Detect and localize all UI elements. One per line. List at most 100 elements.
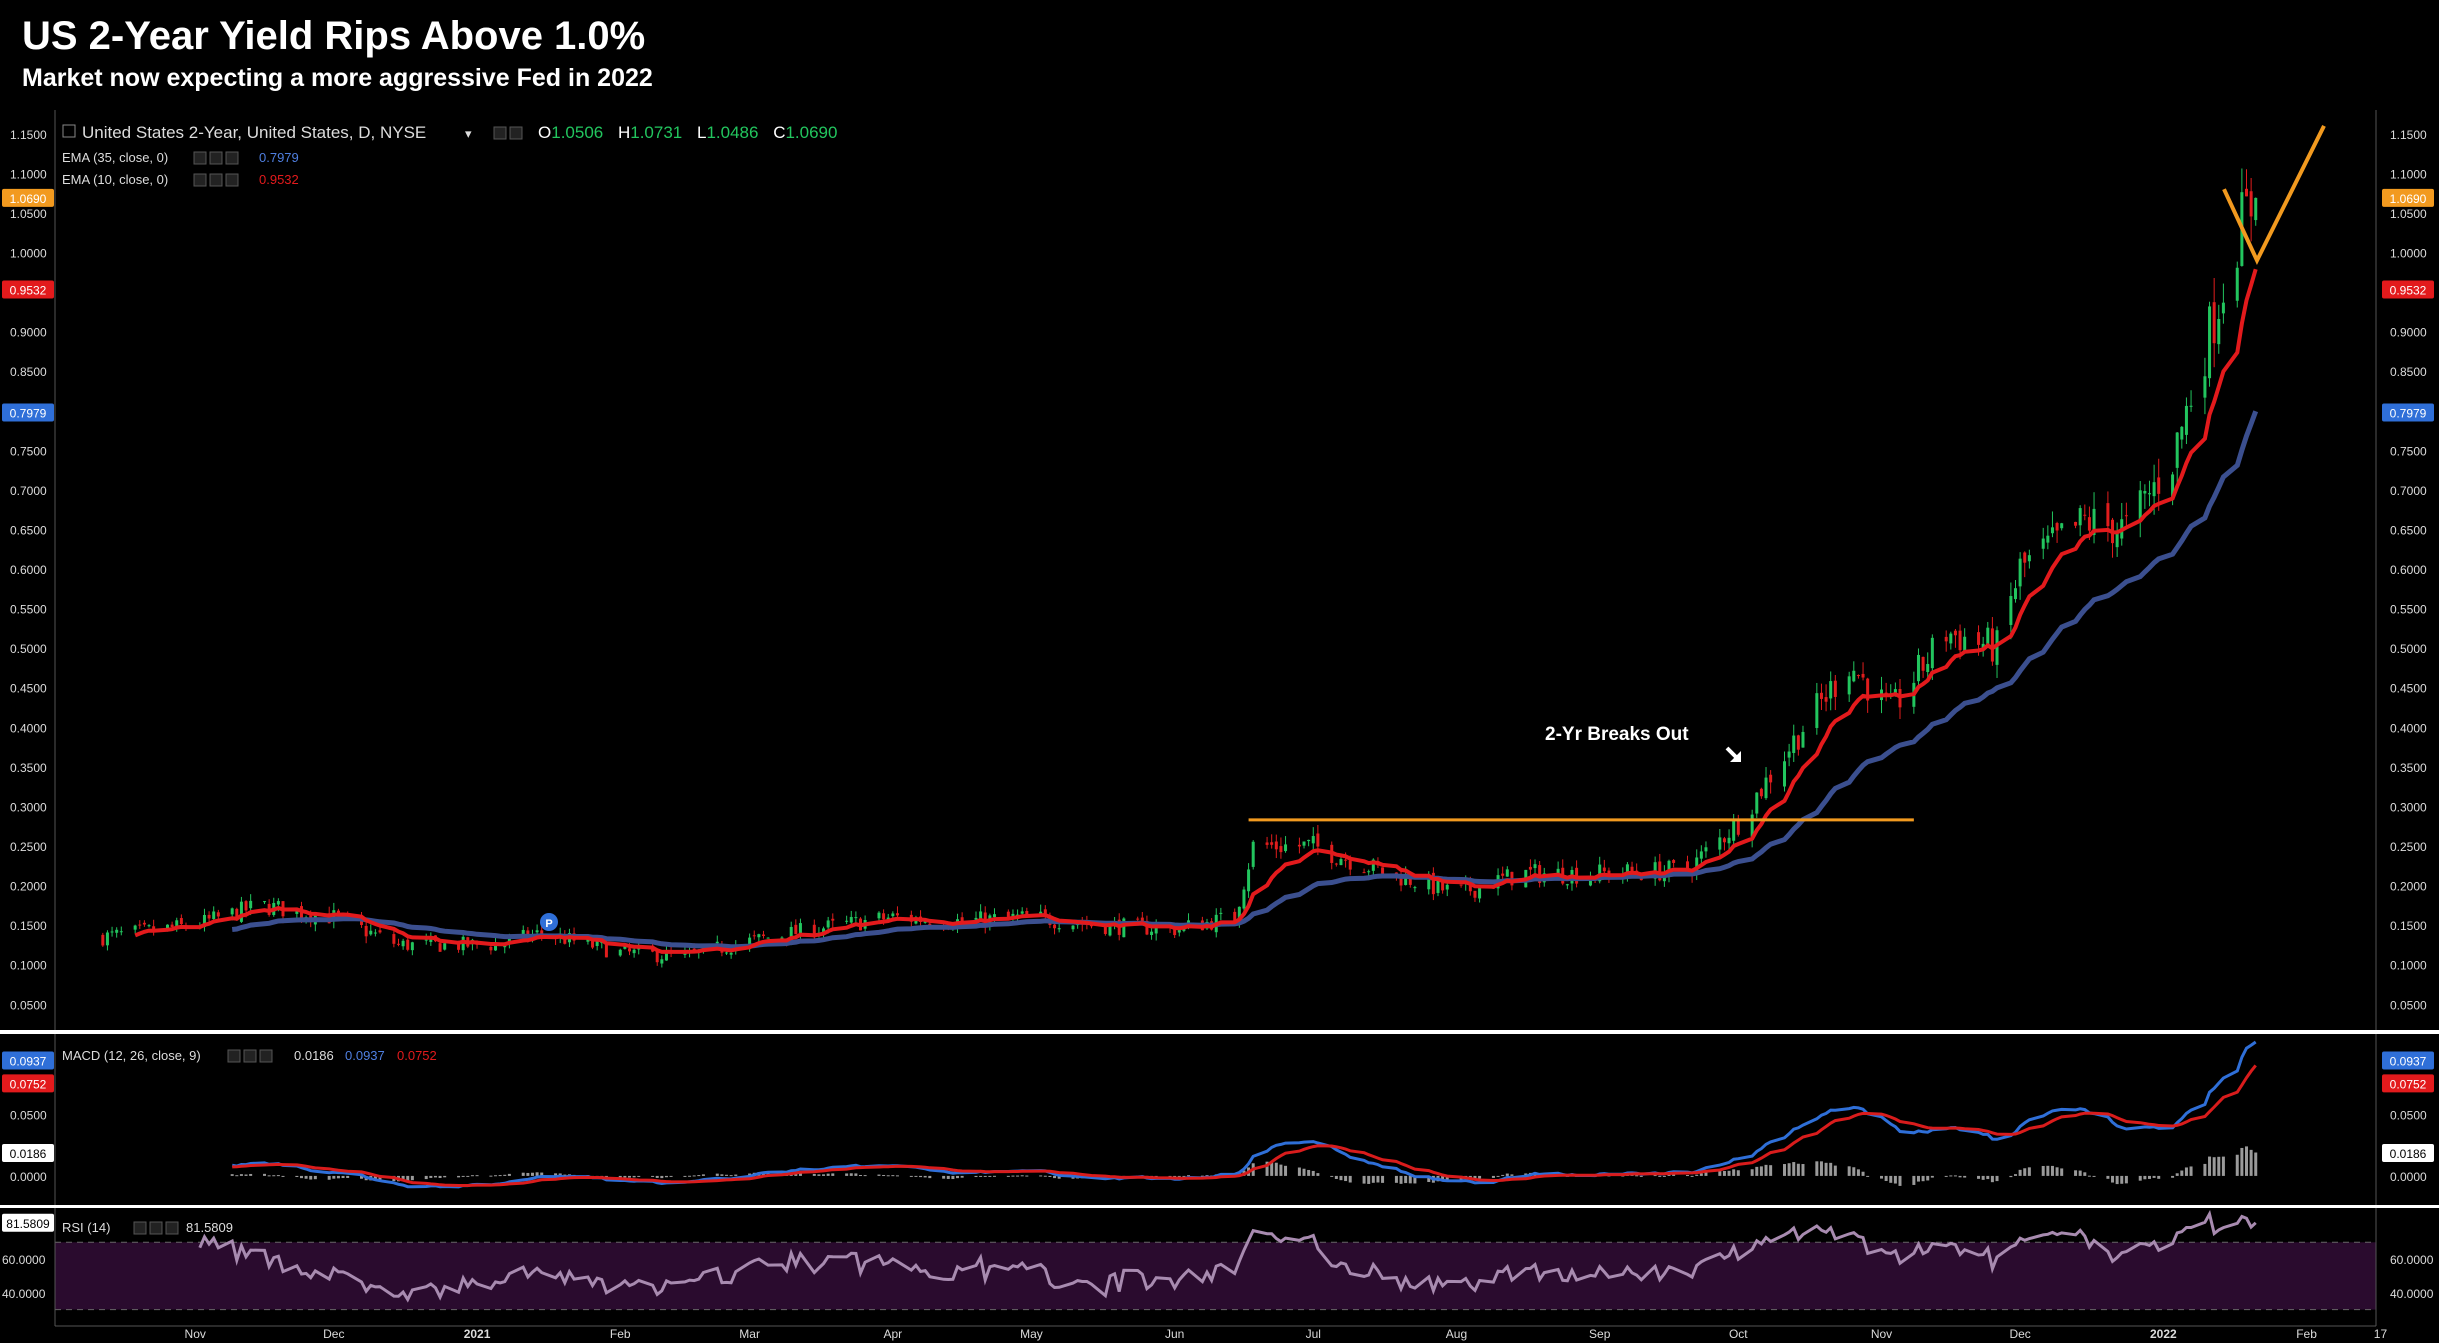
candle-body — [1459, 884, 1463, 886]
candle-body — [1154, 925, 1158, 934]
time-tick-label: Dec — [2009, 1327, 2030, 1341]
macd-hist-bar — [1704, 1172, 1708, 1176]
macd-hist-bar — [1958, 1175, 1962, 1178]
price-badge — [2, 403, 54, 422]
p-marker-icon[interactable]: P — [540, 913, 558, 931]
price-badge-label: 1.0690 — [10, 192, 47, 206]
macd-hist-bar — [2083, 1172, 2087, 1176]
candle-body — [1588, 877, 1592, 886]
macd-hist-bar — [1177, 1175, 1181, 1177]
candle-body — [812, 924, 816, 938]
candle-body — [960, 917, 964, 922]
price-tick-label-right: 0.2000 — [2390, 880, 2427, 894]
macd-hist-bar — [401, 1175, 405, 1181]
macd-hist-bar — [1316, 1173, 1320, 1176]
macd-hist-bar — [715, 1173, 719, 1176]
time-tick-label: 2021 — [464, 1327, 491, 1341]
candle-body — [216, 912, 220, 917]
candle-body — [392, 934, 396, 944]
ema10-buttons-icon[interactable] — [193, 173, 239, 187]
candle-body — [1759, 788, 1763, 797]
macd-hist-bar — [406, 1175, 410, 1182]
macd-hist-bar — [378, 1175, 382, 1181]
macd-hist-bar — [299, 1175, 303, 1179]
candle-body — [1727, 837, 1731, 844]
time-tick-label: Oct — [1729, 1327, 1748, 1341]
candle-body — [2092, 508, 2096, 535]
candle-body — [1316, 833, 1320, 847]
legend-buttons-icon[interactable] — [493, 126, 523, 140]
macd-hist-bar — [1053, 1175, 1057, 1179]
candle-body — [1819, 692, 1823, 699]
macd-hist-bar — [267, 1175, 271, 1177]
candle-body — [2055, 523, 2059, 531]
macd-hist-bar — [974, 1175, 978, 1178]
candle-body — [1473, 890, 1477, 898]
ema35-buttons-icon[interactable] — [193, 151, 239, 165]
price-tick-label-left: 0.3500 — [10, 761, 47, 775]
candle-body — [1371, 859, 1375, 871]
price-badge — [2, 1144, 54, 1163]
candle-body — [849, 916, 853, 923]
price-badge-label: 0.0937 — [2390, 1055, 2427, 1069]
dropdown-icon[interactable]: ▾ — [465, 126, 472, 141]
candle-body — [1916, 654, 1920, 682]
candle-body — [1381, 867, 1385, 874]
candle-body — [1787, 751, 1791, 758]
price-badge — [2382, 1051, 2434, 1070]
macd-hist-bar — [2245, 1146, 2248, 1176]
macd-hist-bar — [1792, 1162, 1796, 1176]
macd-pane — [230, 1040, 2258, 1189]
macd-hist-bar — [1667, 1174, 1671, 1176]
macd-hist-bar — [346, 1175, 350, 1178]
candle-body — [1921, 656, 1925, 671]
candle-body — [1953, 630, 1957, 636]
rsi-tick-label: 40.0000 — [2390, 1287, 2434, 1301]
macd-hist-bar — [1043, 1175, 1047, 1177]
macd-hist-bar — [327, 1175, 331, 1180]
candle-body — [660, 959, 664, 964]
projection-v-shape — [2222, 125, 2326, 266]
macd-hist-bar — [1413, 1175, 1417, 1184]
macd-hist-bar — [1916, 1175, 1920, 1182]
ema35-label: EMA (35, close, 0) — [62, 150, 168, 165]
candle-body — [729, 952, 733, 955]
candle-body — [1815, 693, 1819, 728]
macd-hist-value: 0.0186 — [294, 1048, 334, 1063]
macd-hist-bar — [2115, 1175, 2119, 1185]
candle-body — [2106, 503, 2110, 527]
macd-hist-bar — [1750, 1169, 1754, 1176]
candle-body — [410, 942, 414, 951]
macd-hist-bar — [1302, 1168, 1306, 1176]
macd-buttons-icon[interactable] — [227, 1049, 273, 1063]
macd-hist-bar — [336, 1175, 340, 1179]
macd-hist-bar — [521, 1172, 525, 1176]
candle-body — [1039, 911, 1043, 915]
price-badge-label: 0.0937 — [10, 1055, 47, 1069]
main-legend: United States 2-Year, United States, D, … — [62, 123, 837, 187]
candle-body — [230, 908, 234, 915]
candle-body — [895, 913, 899, 916]
time-tick-label: Nov — [1871, 1327, 1892, 1341]
candle-body — [2087, 517, 2091, 531]
macd-hist-bar — [1722, 1170, 1726, 1176]
macd-hist-bar — [457, 1175, 461, 1178]
macd-hist-bar — [2050, 1165, 2054, 1176]
time-tick-label: Jun — [1165, 1327, 1184, 1341]
macd-hist-bar — [2106, 1175, 2110, 1179]
macd-hist-bar — [1408, 1175, 1412, 1184]
price-badge-label: 1.0690 — [2390, 192, 2427, 206]
macd-hist-bar — [1367, 1175, 1371, 1184]
macd-hist-bar — [831, 1173, 835, 1176]
macd-hist-bar — [2152, 1175, 2156, 1178]
price-tick-label-left: 0.9000 — [10, 326, 47, 340]
time-tick-label: 2022 — [2150, 1327, 2177, 1341]
macd-hist-bar — [1880, 1175, 1884, 1179]
collapse-icon[interactable] — [62, 124, 76, 138]
candle-body — [202, 914, 206, 927]
candle-body — [1852, 670, 1856, 682]
macd-hist-bar — [1963, 1175, 1967, 1178]
rsi-buttons-icon[interactable] — [133, 1221, 179, 1235]
candle-body — [2245, 188, 2248, 197]
